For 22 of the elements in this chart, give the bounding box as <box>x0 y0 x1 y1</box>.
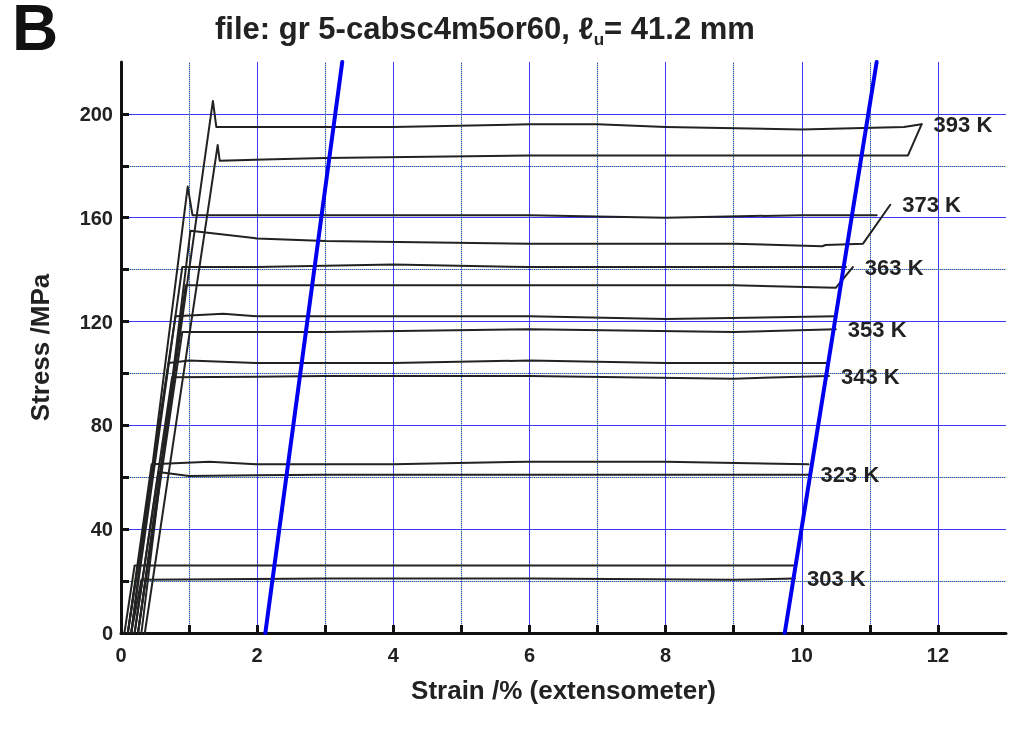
x-tick-label: 2 <box>251 644 263 666</box>
series-label: 323 K <box>820 462 880 488</box>
y-tick-label: 40 <box>90 518 113 541</box>
y-tick-label: 120 <box>79 310 113 333</box>
series-label: 343 K <box>841 363 900 389</box>
x-axis-title: Strain /% (extensometer) <box>411 675 716 705</box>
series-label: 363 K <box>864 254 924 280</box>
y-tick-label: 0 <box>101 622 113 644</box>
y-tick-label: 200 <box>79 102 113 125</box>
y-tick-label: 80 <box>90 414 113 437</box>
x-tick-label: 8 <box>660 644 672 666</box>
x-tick-label: 12 <box>926 644 950 666</box>
x-tick-label: 0 <box>115 644 127 666</box>
y-axis-title: Stress /MPa <box>25 273 55 422</box>
series-label: 353 K <box>847 316 907 342</box>
y-tick-label: 160 <box>79 206 113 229</box>
series-label: 303 K <box>806 566 866 591</box>
x-tick-label: 10 <box>790 644 813 666</box>
x-tick-label: 4 <box>387 644 400 666</box>
x-tick-label: 6 <box>523 644 536 666</box>
series-label: 373 K <box>902 192 962 218</box>
text: B <box>12 0 59 64</box>
